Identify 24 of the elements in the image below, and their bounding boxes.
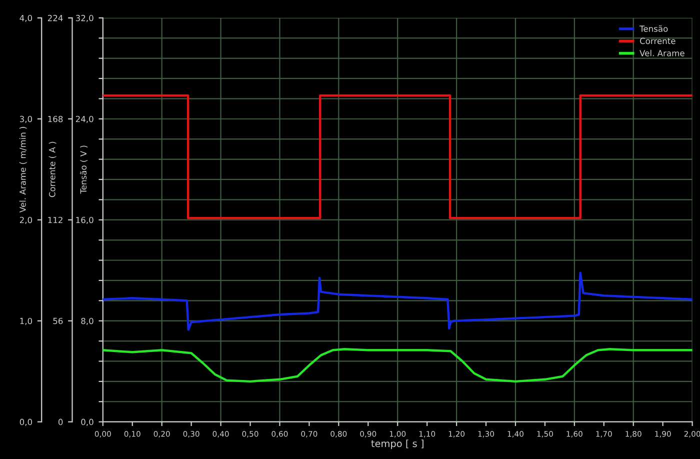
y-tick-label: 24,0	[76, 116, 94, 124]
y-tick-label: 16,0	[76, 216, 94, 224]
y2-axis-title: Corrente ( A )	[48, 142, 56, 198]
y2-tick-label: 56	[53, 318, 63, 324]
y2-tick-label: 224	[48, 14, 63, 22]
y3-tick-label: 2,0	[20, 216, 32, 224]
y3-tick-label: 1,0	[20, 318, 32, 325]
line-series	[102, 272, 692, 331]
y-tick-label: 8,0	[81, 318, 94, 325]
line-series	[102, 348, 692, 383]
y-axis-title: Tensão ( V )	[80, 146, 88, 194]
legend-label: Corrente	[640, 38, 676, 44]
y-tick-label: 32,0	[76, 14, 94, 22]
y-tick-label: 0,0	[81, 418, 94, 426]
y3-tick-label: 4,0	[20, 14, 32, 22]
x-axis-title: tempo [ s ]	[371, 440, 424, 450]
y3-tick-label: 0,0	[20, 418, 32, 426]
legend-label: Tensão	[640, 25, 668, 32]
y3-axis-title: Vel. Arame ( m/min )	[19, 126, 27, 212]
y2-tick-label: 0	[58, 418, 63, 426]
y2-tick-label: 168	[48, 116, 63, 122]
legend-label: Vel. Arame	[640, 50, 684, 56]
y3-tick-label: 3,0	[20, 116, 32, 124]
y2-tick-label: 112	[48, 216, 62, 224]
